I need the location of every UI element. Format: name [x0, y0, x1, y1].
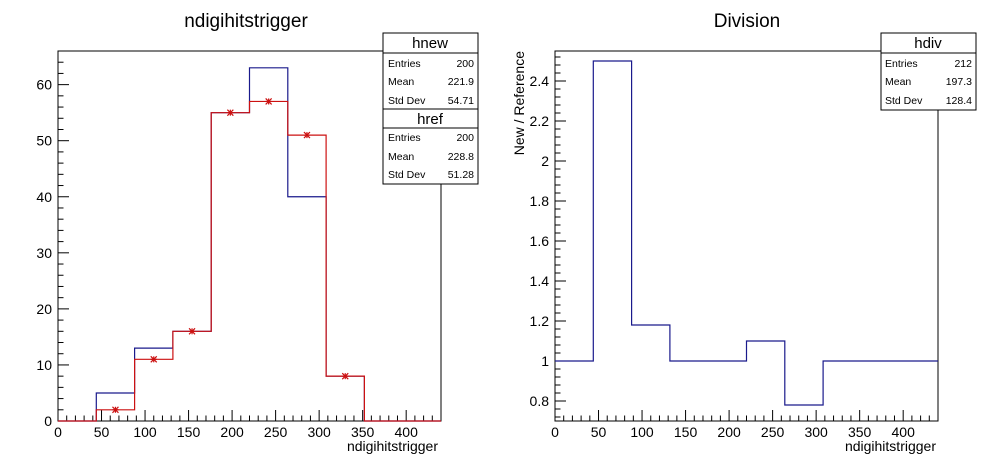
- x-tick-label: 200: [220, 424, 244, 440]
- y-tick-label: 0.8: [530, 393, 550, 409]
- y-tick-label: 50: [36, 133, 52, 149]
- marker-stroke: [150, 355, 158, 363]
- marker-stroke: [226, 109, 234, 117]
- marker-href: [303, 131, 311, 139]
- stats-label-entries: Entries: [388, 132, 421, 144]
- stats-value-entries: 200: [456, 132, 474, 144]
- marker-href: [150, 355, 158, 363]
- stats-box-href: href Entries 200 Mean 228.8 Std Dev 51.2…: [382, 108, 479, 185]
- stats-value-entries: 200: [456, 58, 474, 70]
- marker-stroke: [112, 406, 119, 414]
- x-tick-label: 0: [551, 424, 559, 440]
- marker-stroke: [188, 327, 196, 335]
- marker-href: [265, 98, 273, 105]
- stats-value-mean: 221.9: [448, 76, 474, 88]
- x-tick-label: 150: [177, 424, 201, 440]
- histogram-line-hdiv: [555, 60, 938, 406]
- x-axis-title: ndigihitstrigger: [347, 438, 438, 454]
- stats-label-std-dev: Std Dev: [885, 95, 923, 107]
- x-axis: 0 50 100 150 200 250 300 350 400: [551, 410, 939, 440]
- marker-stroke: [303, 131, 311, 139]
- stats-label-mean: Mean: [388, 151, 414, 163]
- series-hdiv: [555, 60, 938, 406]
- marker-stroke: [341, 372, 349, 380]
- series-layer: [555, 60, 938, 406]
- stats-value-std-dev: 54.71: [448, 95, 474, 107]
- x-tick-label: 250: [761, 424, 785, 440]
- y-tick-label: 1.2: [530, 313, 550, 329]
- x-tick-label: 50: [591, 424, 607, 440]
- stats-label-mean: Mean: [885, 76, 911, 88]
- x-tick-label: 0: [54, 424, 62, 440]
- right-panel: Division 0.8 1 1.2 1.4 1.6 1.8 2 2.2 2.4 0 50 100 1…: [511, 11, 977, 454]
- stats-label-entries: Entries: [388, 58, 421, 70]
- y-axis: 0.8 1 1.2 1.4 1.6 1.8 2 2.2 2.4: [530, 56, 566, 418]
- left-panel: ndigihitstrigger 0 10 20 30 40 50 60 0 50 100 150…: [36, 11, 479, 454]
- stats-label-std-dev: Std Dev: [388, 169, 426, 181]
- histogram-line-href: [58, 100, 441, 422]
- y-tick-label: 1.6: [530, 233, 550, 249]
- stats-value-std-dev: 128.4: [946, 95, 972, 107]
- marker-href: [341, 372, 349, 380]
- y-tick-label: 1.8: [530, 193, 550, 209]
- stats-label-std-dev: Std Dev: [388, 95, 426, 107]
- y-tick-label: 1.4: [530, 273, 550, 289]
- x-tick-label: 250: [264, 424, 288, 440]
- stats-value-std-dev: 51.28: [448, 169, 474, 181]
- y-tick-label: 20: [36, 301, 52, 317]
- y-tick-label: 2: [541, 153, 549, 169]
- stats-label-mean: Mean: [388, 76, 414, 88]
- y-tick-label: 30: [36, 245, 52, 261]
- marker-stroke: [265, 98, 273, 105]
- stats-box-hdiv: hdiv Entries 212 Mean 197.3 Std Dev 128.…: [880, 32, 977, 111]
- x-axis-title: ndigihitstrigger: [845, 438, 936, 454]
- x-tick-label: 50: [94, 424, 110, 440]
- y-tick-label: 60: [36, 77, 52, 93]
- y-tick-label: 0: [44, 413, 52, 429]
- y-tick-label: 2.2: [530, 113, 550, 129]
- y-tick-label: 10: [36, 357, 52, 373]
- x-tick-label: 350: [351, 424, 375, 440]
- y-tick-label: 1: [541, 353, 549, 369]
- x-tick-label: 150: [674, 424, 698, 440]
- x-tick-label: 400: [892, 424, 916, 440]
- y-tick-label: 2.4: [530, 73, 550, 89]
- chart-title: Division: [714, 11, 781, 32]
- x-axis: 0 50 100 150 200 250 300 350 400: [54, 410, 442, 440]
- x-tick-label: 200: [717, 424, 741, 440]
- series-layer: [58, 67, 441, 422]
- x-tick-label: 350: [848, 424, 872, 440]
- x-tick-label: 300: [307, 424, 331, 440]
- y-tick-label: 40: [36, 189, 52, 205]
- stats-box-title: href: [417, 111, 444, 128]
- x-tick-label: 400: [395, 424, 419, 440]
- marker-href: [112, 406, 119, 414]
- x-tick-label: 300: [804, 424, 828, 440]
- chart-title: ndigihitstrigger: [184, 11, 308, 32]
- stats-box-title: hnew: [412, 35, 448, 52]
- marker-href: [188, 327, 196, 335]
- stats-value-entries: 212: [954, 58, 972, 70]
- marker-href: [226, 109, 234, 117]
- stats-box-title: hdiv: [914, 35, 942, 52]
- series-href: [58, 98, 441, 422]
- stats-box-hnew: hnew Entries 200 Mean 221.9 Std Dev 54.7…: [382, 32, 479, 111]
- stats-value-mean: 197.3: [946, 76, 972, 88]
- y-axis-title: New / Reference: [511, 51, 527, 155]
- x-tick-label: 100: [133, 424, 157, 440]
- y-axis: 0 10 20 30 40 50 60: [36, 50, 69, 429]
- stats-label-entries: Entries: [885, 58, 918, 70]
- stats-value-mean: 228.8: [448, 151, 474, 163]
- x-tick-label: 100: [630, 424, 654, 440]
